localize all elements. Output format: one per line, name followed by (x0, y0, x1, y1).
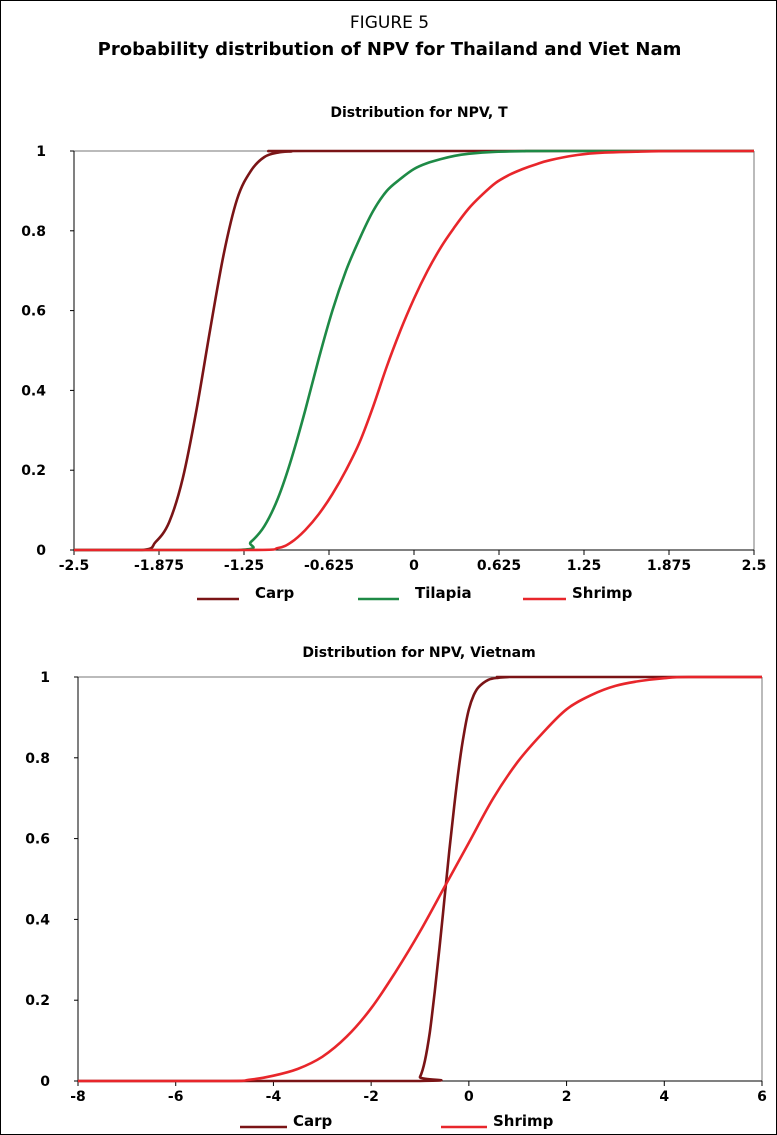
y-tick-label: 0.8 (21, 224, 46, 240)
y-tick-label: 0 (36, 543, 46, 559)
legend-label-shrimp: Shrimp (493, 1112, 554, 1130)
chart-title: Distribution for NPV, T (330, 105, 508, 121)
x-tick-label: 2.5 (742, 558, 767, 574)
legend-label-carp: Carp (293, 1112, 333, 1130)
x-tick-label: 0 (409, 558, 419, 574)
y-tick-label: 0.8 (25, 751, 50, 767)
y-tick-label: 0.6 (21, 304, 46, 320)
series-line-carp (73, 149, 754, 552)
figure-label: FIGURE 5 (349, 13, 430, 33)
y-tick-label: 0.4 (25, 912, 50, 928)
chart-title: Distribution for NPV, Vietnam (302, 645, 535, 661)
x-tick-label: -1.25 (224, 558, 264, 574)
legend-label-carp: Carp (255, 584, 295, 602)
x-tick-label: -8 (70, 1089, 86, 1105)
y-tick-label: 0.4 (21, 383, 46, 399)
x-tick-label: 6 (757, 1089, 767, 1105)
legend-label-shrimp: Shrimp (572, 584, 633, 602)
figure-title: Probability distribution of NPV for Thai… (97, 39, 682, 60)
x-tick-label: -6 (168, 1089, 184, 1105)
y-tick-label: 0 (40, 1074, 50, 1090)
x-tick-label: -2 (363, 1089, 379, 1105)
legend-label-tilapia: Tilapia (415, 584, 472, 602)
x-tick-label: 2 (562, 1089, 572, 1105)
x-tick-label: 1.875 (647, 558, 691, 574)
vietnam-npv-chart: Distribution for NPV, Vietnam 0 0.2 0.4 0.6… (25, 645, 767, 1130)
series-line-shrimp (73, 149, 754, 552)
thailand-npv-chart: Distribution for NPV, T 0 0.2 0.4 0.6 0.8 1 -2… (21, 105, 767, 602)
x-tick-label: -4 (266, 1089, 282, 1105)
series-line-carp (78, 675, 762, 1083)
y-tick-label: 0.6 (25, 832, 50, 848)
x-tick-label: -0.625 (304, 558, 354, 574)
x-tick-label: -1.875 (134, 558, 184, 574)
y-tick-label: 1 (36, 144, 46, 160)
x-tick-label: 4 (659, 1089, 669, 1105)
y-tick-label: 1 (40, 670, 50, 686)
series-line-shrimp (78, 675, 762, 1083)
x-tick-label: 0 (464, 1089, 474, 1105)
x-tick-label: -2.5 (59, 558, 90, 574)
series-line-tilapia (73, 149, 754, 552)
y-tick-label: 0.2 (21, 463, 46, 479)
x-tick-label: 0.625 (477, 558, 521, 574)
y-tick-label: 0.2 (25, 993, 50, 1009)
x-tick-label: 1.25 (567, 558, 602, 574)
